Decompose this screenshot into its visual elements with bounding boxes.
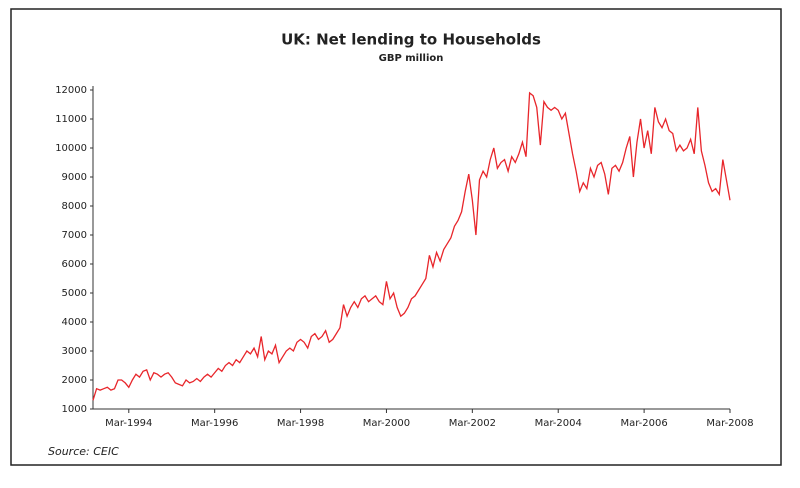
x-tick-label: Mar-1998 [277,418,324,429]
x-tick-label: Mar-2004 [535,418,582,429]
y-tick-label: 3000 [62,346,87,357]
chart-title: UK: Net lending to Households [281,31,541,49]
chart-subtitle: GBP million [379,53,444,64]
y-tick-label: 11000 [55,114,87,125]
y-tick-label: 12000 [55,85,87,96]
frame [10,8,782,466]
x-tick-label: Mar-1996 [191,418,238,429]
y-tick-label: 6000 [62,259,87,270]
x-tick-label: Mar-1994 [105,418,152,429]
y-tick-label: 8000 [62,201,87,212]
data-line [92,91,731,401]
y-tick-label: 9000 [62,172,87,183]
y-tick-label: 4000 [62,317,87,328]
y-tick-label: 7000 [62,230,87,241]
x-tick-label: Mar-2008 [706,418,753,429]
source-note: Source: CEIC [48,445,119,458]
y-tick-label: 10000 [55,143,87,154]
x-tick-label: Mar-2006 [620,418,667,429]
x-tick-label: Mar-2000 [363,418,410,429]
y-tick-label: 5000 [62,288,87,299]
y-tick-label: 2000 [62,375,87,386]
y-tick-label: 1000 [62,404,87,415]
x-tick-label: Mar-2002 [449,418,496,429]
